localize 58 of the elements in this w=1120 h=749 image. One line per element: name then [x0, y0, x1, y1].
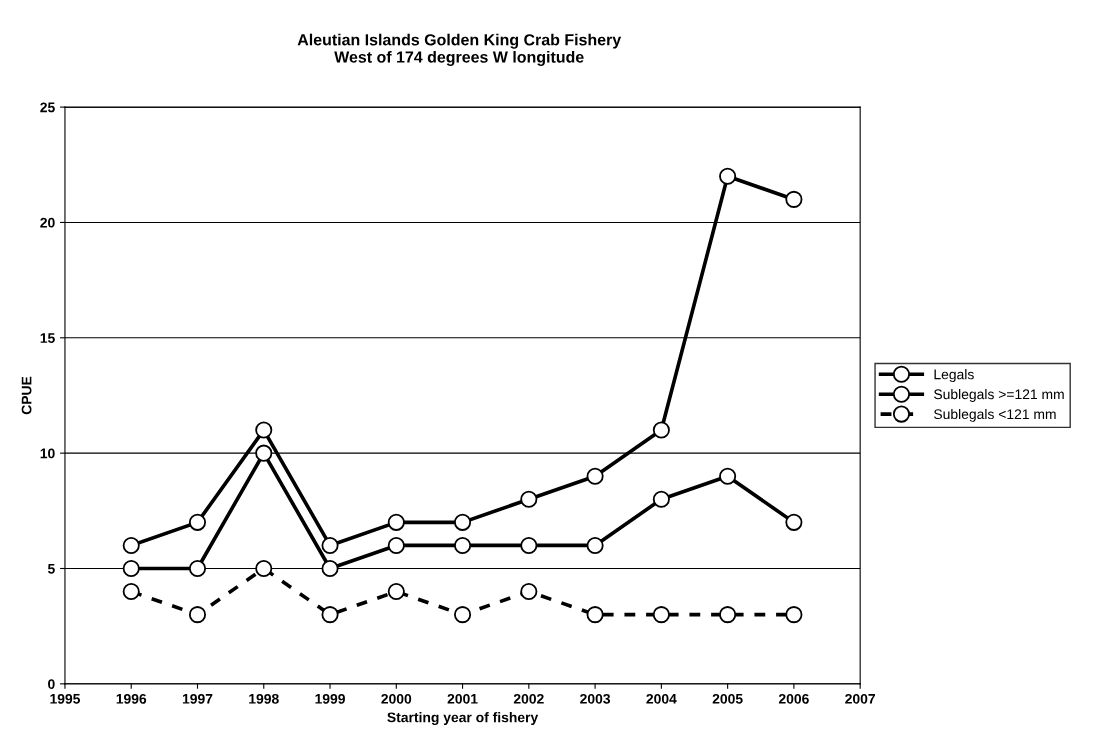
point — [454, 513, 472, 531]
point — [122, 583, 140, 601]
x-tick-label: 2005 — [712, 693, 743, 704]
point — [719, 606, 737, 624]
legend-label: Sublegals <121 mm — [934, 408, 1056, 422]
x-tick-label: 2002 — [513, 693, 544, 704]
x-tick-label: 2006 — [778, 693, 809, 704]
legend-label: Legals — [934, 369, 974, 383]
point — [321, 606, 339, 624]
x-tick-label: 2003 — [580, 693, 611, 704]
point — [188, 513, 207, 531]
point — [520, 583, 538, 601]
x-axis-title: Starting year of fishery — [387, 712, 539, 726]
x-tick-label: 2004 — [646, 693, 677, 704]
legend-label: Sublegals >=121 mm — [934, 389, 1064, 402]
y-tick-label: 10 — [40, 448, 55, 459]
x-tick-label: 2007 — [845, 693, 875, 704]
point — [387, 583, 405, 601]
point — [785, 606, 803, 624]
point — [387, 536, 405, 554]
point — [652, 606, 670, 624]
point — [188, 606, 207, 624]
point — [122, 536, 140, 554]
point — [785, 513, 803, 531]
point — [321, 559, 339, 578]
x-tick-label: 1998 — [249, 693, 279, 704]
y-tick-label: 15 — [40, 333, 55, 343]
point — [255, 444, 273, 462]
chart-title: Aleutian Islands Golden King Crab Fishery West of 174 degrees W longitude — [297, 33, 622, 66]
y-tick-label: 25 — [40, 102, 55, 113]
point — [321, 536, 339, 554]
y-tick-label: 20 — [40, 217, 55, 228]
point — [586, 467, 604, 485]
point — [586, 536, 604, 554]
point — [255, 559, 273, 578]
point — [785, 190, 803, 208]
point — [520, 490, 538, 508]
x-tick-label: 2000 — [381, 693, 412, 704]
point — [719, 467, 737, 485]
point — [255, 421, 273, 439]
point — [586, 606, 604, 624]
point — [454, 606, 472, 624]
x-tick-label: 1997 — [182, 693, 213, 704]
point — [520, 536, 538, 554]
x-tick-label: 1995 — [50, 693, 81, 704]
point — [188, 559, 207, 578]
point — [387, 513, 405, 531]
y-tick-label: 5 — [47, 563, 55, 574]
y-tick-label: 0 — [48, 679, 55, 690]
point — [122, 559, 140, 578]
point — [652, 490, 670, 508]
point — [652, 421, 670, 439]
x-tick-label: 1996 — [116, 693, 147, 704]
point — [719, 167, 737, 185]
point — [454, 536, 472, 554]
x-tick-label: 1999 — [315, 693, 345, 704]
y-axis-title: CPUE — [21, 376, 32, 415]
x-tick-label: 2001 — [447, 693, 478, 704]
